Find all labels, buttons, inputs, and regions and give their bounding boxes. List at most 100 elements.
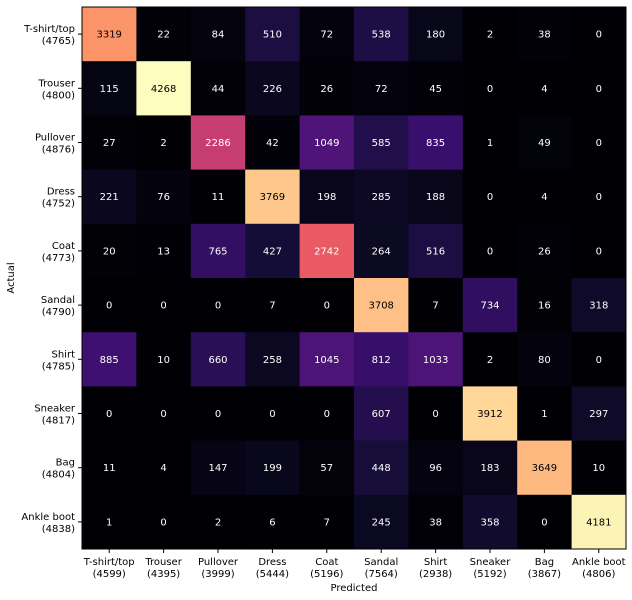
heatmap-cell-value-r4-c2: 765 xyxy=(208,246,227,257)
heatmap-cell-value-r1-c9: 0 xyxy=(596,84,602,95)
heatmap-cell-value-r3-c7: 0 xyxy=(487,192,493,203)
heatmap-cell-r3-c7 xyxy=(462,169,518,225)
y-tick-label-2: Pullover xyxy=(35,133,76,144)
heatmap-cell-value-r0-c0: 3319 xyxy=(96,30,121,41)
y-tick-label-8: Bag xyxy=(56,458,75,469)
heatmap-cell-r5-c1 xyxy=(136,278,192,333)
heatmap-cell-value-r5-c9: 318 xyxy=(589,301,608,312)
heatmap-cell-value-r8-c5: 448 xyxy=(372,463,391,474)
heatmap-cell-value-r7-c9: 297 xyxy=(589,409,608,420)
heatmap-cell-r2-c3 xyxy=(245,115,300,170)
heatmap-cell-value-r8-c7: 183 xyxy=(480,463,499,474)
heatmap-cell-r1-c9 xyxy=(571,61,627,116)
heatmap-cell-r2-c4 xyxy=(299,115,355,170)
y-tick-label-9: Ankle boot xyxy=(21,512,75,523)
heatmap-cell-value-r2-c3: 42 xyxy=(266,138,279,149)
heatmap-cell-r8-c0 xyxy=(82,440,137,496)
heatmap-cell-value-r7-c8: 1 xyxy=(541,409,547,420)
heatmap-cell-value-r8-c9: 10 xyxy=(592,463,605,474)
heatmap-cell-value-r0-c4: 72 xyxy=(320,30,333,41)
heatmap-cell-value-r8-c8: 3649 xyxy=(532,463,557,474)
heatmap-cell-value-r0-c3: 510 xyxy=(263,30,282,41)
x-tick-count-8: (3867) xyxy=(528,569,561,580)
y-tick-count-6: (4785) xyxy=(42,361,75,372)
heatmap-cell-value-r5-c0: 0 xyxy=(106,301,112,312)
heatmap-cell-r9-c0 xyxy=(82,494,137,550)
heatmap-cell-r0-c2 xyxy=(190,7,246,62)
heatmap-cell-r2-c2 xyxy=(190,115,246,170)
heatmap-cell-r3-c9 xyxy=(571,169,627,225)
heatmap-cell-r3-c1 xyxy=(136,169,192,225)
heatmap-cell-r8-c9 xyxy=(571,440,627,496)
y-tick-label-4: Coat xyxy=(52,241,75,252)
heatmap-cell-value-r1-c2: 44 xyxy=(212,84,225,95)
x-tick-count-7: (5192) xyxy=(473,569,506,580)
x-tick-label-7: Sneaker xyxy=(470,557,512,568)
heatmap-cell-r5-c3 xyxy=(245,278,300,333)
heatmap-cell-r2-c5 xyxy=(354,115,409,170)
heatmap-cell-value-r1-c6: 45 xyxy=(429,84,442,95)
heatmap-cell-value-r7-c7: 3912 xyxy=(477,409,502,420)
heatmap-cell-r3-c4 xyxy=(299,169,355,225)
x-tick-count-0: (4599) xyxy=(93,569,126,580)
heatmap-cell-r7-c1 xyxy=(136,386,192,441)
heatmap-cell-r9-c9 xyxy=(571,494,627,550)
heatmap-cell-value-r0-c5: 538 xyxy=(372,30,391,41)
heatmap-cell-r5-c0 xyxy=(82,278,137,333)
heatmap-cell-value-r4-c1: 13 xyxy=(157,246,170,257)
heatmap-cell-value-r6-c7: 2 xyxy=(487,355,493,366)
heatmap-cell-value-r9-c2: 2 xyxy=(215,517,221,528)
heatmap-cell-value-r4-c6: 516 xyxy=(426,246,445,257)
heatmap-cell-value-r6-c4: 1045 xyxy=(314,355,339,366)
heatmap-cell-r4-c9 xyxy=(571,223,627,279)
heatmap-cell-r2-c8 xyxy=(517,115,572,170)
heatmap-cell-value-r5-c4: 0 xyxy=(324,301,330,312)
heatmap-cell-value-r0-c8: 38 xyxy=(538,30,551,41)
heatmap-cell-r1-c1 xyxy=(136,61,192,116)
heatmap-cell-value-r2-c6: 835 xyxy=(426,138,445,149)
y-tick-count-7: (4817) xyxy=(42,416,75,427)
x-tick-label-0: T-shirt/top xyxy=(83,557,135,568)
heatmap-cell-r4-c8 xyxy=(517,223,572,279)
heatmap-cell-value-r1-c1: 4268 xyxy=(151,84,176,95)
y-tick-label-7: Sneaker xyxy=(34,404,76,415)
heatmap-cell-r1-c4 xyxy=(299,61,355,116)
heatmap-cell-value-r4-c3: 427 xyxy=(263,246,282,257)
heatmap-cell-r8-c7 xyxy=(462,440,518,496)
heatmap-cell-r6-c8 xyxy=(517,332,572,387)
heatmap-cell-r1-c7 xyxy=(462,61,518,116)
heatmap-cell-r0-c4 xyxy=(299,7,355,62)
heatmap-cell-value-r8-c1: 4 xyxy=(160,463,166,474)
y-tick-label-6: Shirt xyxy=(52,349,76,360)
heatmap-cell-r4-c0 xyxy=(82,223,137,279)
x-axis-ticks: T-shirt/top(4599)Trouser(4395)Pullover(3… xyxy=(83,549,626,580)
heatmap-cell-value-r7-c5: 607 xyxy=(372,409,391,420)
heatmap-cell-r0-c7 xyxy=(462,7,518,62)
heatmap-cell-value-r9-c6: 38 xyxy=(429,517,442,528)
heatmap-cell-r4-c2 xyxy=(190,223,246,279)
heatmap-cell-r0-c1 xyxy=(136,7,192,62)
plot-frame xyxy=(81,6,627,550)
heatmap-cell-r6-c5 xyxy=(354,332,409,387)
heatmap-cell-value-r9-c1: 0 xyxy=(160,517,166,528)
heatmap-cell-value-r8-c3: 199 xyxy=(263,463,282,474)
heatmap-cell-r5-c6 xyxy=(408,278,464,333)
heatmap-cell-r1-c6 xyxy=(408,61,464,116)
heatmap-cell-r9-c6 xyxy=(408,494,464,550)
heatmap-cell-value-r2-c7: 1 xyxy=(487,138,493,149)
heatmap-cell-value-r5-c8: 16 xyxy=(538,301,551,312)
heatmap-cell-r9-c2 xyxy=(190,494,246,550)
heatmap-cell-value-r5-c3: 7 xyxy=(269,301,275,312)
x-tick-label-8: Bag xyxy=(535,557,554,568)
heatmap-cell-r1-c2 xyxy=(190,61,246,116)
heatmap-cell-r9-c5 xyxy=(354,494,409,550)
heatmap-cell-r0-c3 xyxy=(245,7,300,62)
x-tick-count-1: (4395) xyxy=(147,569,180,580)
heatmap-cell-value-r5-c5: 3708 xyxy=(368,301,393,312)
heatmap-cell-value-r5-c2: 0 xyxy=(215,301,221,312)
heatmap-cell-r4-c3 xyxy=(245,223,300,279)
heatmap-cell-value-r0-c9: 0 xyxy=(596,30,602,41)
heatmap-cell-r6-c4 xyxy=(299,332,355,387)
